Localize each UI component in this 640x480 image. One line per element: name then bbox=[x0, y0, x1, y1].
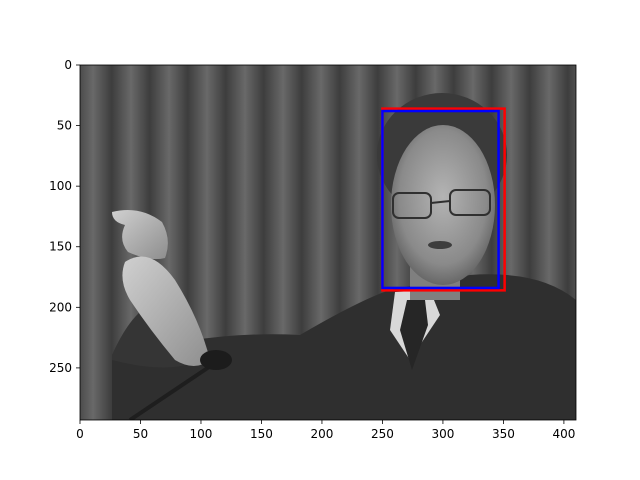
y-tick-label: 200 bbox=[49, 300, 72, 314]
blue-bounding-box bbox=[381, 109, 500, 290]
lower-hand-shape bbox=[122, 256, 210, 366]
x-tick-label: 350 bbox=[492, 427, 515, 441]
x-tick-label: 0 bbox=[76, 427, 84, 441]
x-tick-label: 400 bbox=[552, 427, 575, 441]
x-tick-label: 300 bbox=[431, 427, 454, 441]
microphone-head bbox=[200, 350, 232, 370]
tie-shape bbox=[400, 300, 428, 370]
mouth-shape bbox=[428, 241, 452, 249]
bounding-boxes bbox=[381, 107, 506, 292]
y-tick-label: 50 bbox=[57, 119, 72, 133]
x-tick-label: 250 bbox=[371, 427, 394, 441]
y-tick-label: 0 bbox=[64, 58, 72, 72]
y-tick-label: 100 bbox=[49, 179, 72, 193]
face-shape bbox=[391, 125, 495, 285]
upper-hand-shape bbox=[112, 209, 168, 260]
curtain-fold bbox=[568, 65, 576, 420]
y-axis-ticks: 0 50 100 150 200 250 bbox=[49, 58, 80, 375]
x-tick-label: 100 bbox=[190, 427, 213, 441]
suit-shape bbox=[112, 274, 576, 420]
photo-image bbox=[80, 65, 576, 420]
axes-frame bbox=[79, 64, 577, 421]
x-axis-ticks: 0 50 100 150 200 250 300 350 400 bbox=[76, 420, 575, 441]
microphone-stand bbox=[128, 363, 214, 420]
x-tick-label: 50 bbox=[133, 427, 148, 441]
y-tick-label: 150 bbox=[49, 240, 72, 254]
glasses-shape bbox=[392, 189, 491, 219]
x-tick-label: 150 bbox=[250, 427, 273, 441]
y-tick-label: 250 bbox=[49, 361, 72, 375]
x-tick-label: 200 bbox=[310, 427, 333, 441]
curtain-fold bbox=[80, 65, 112, 420]
